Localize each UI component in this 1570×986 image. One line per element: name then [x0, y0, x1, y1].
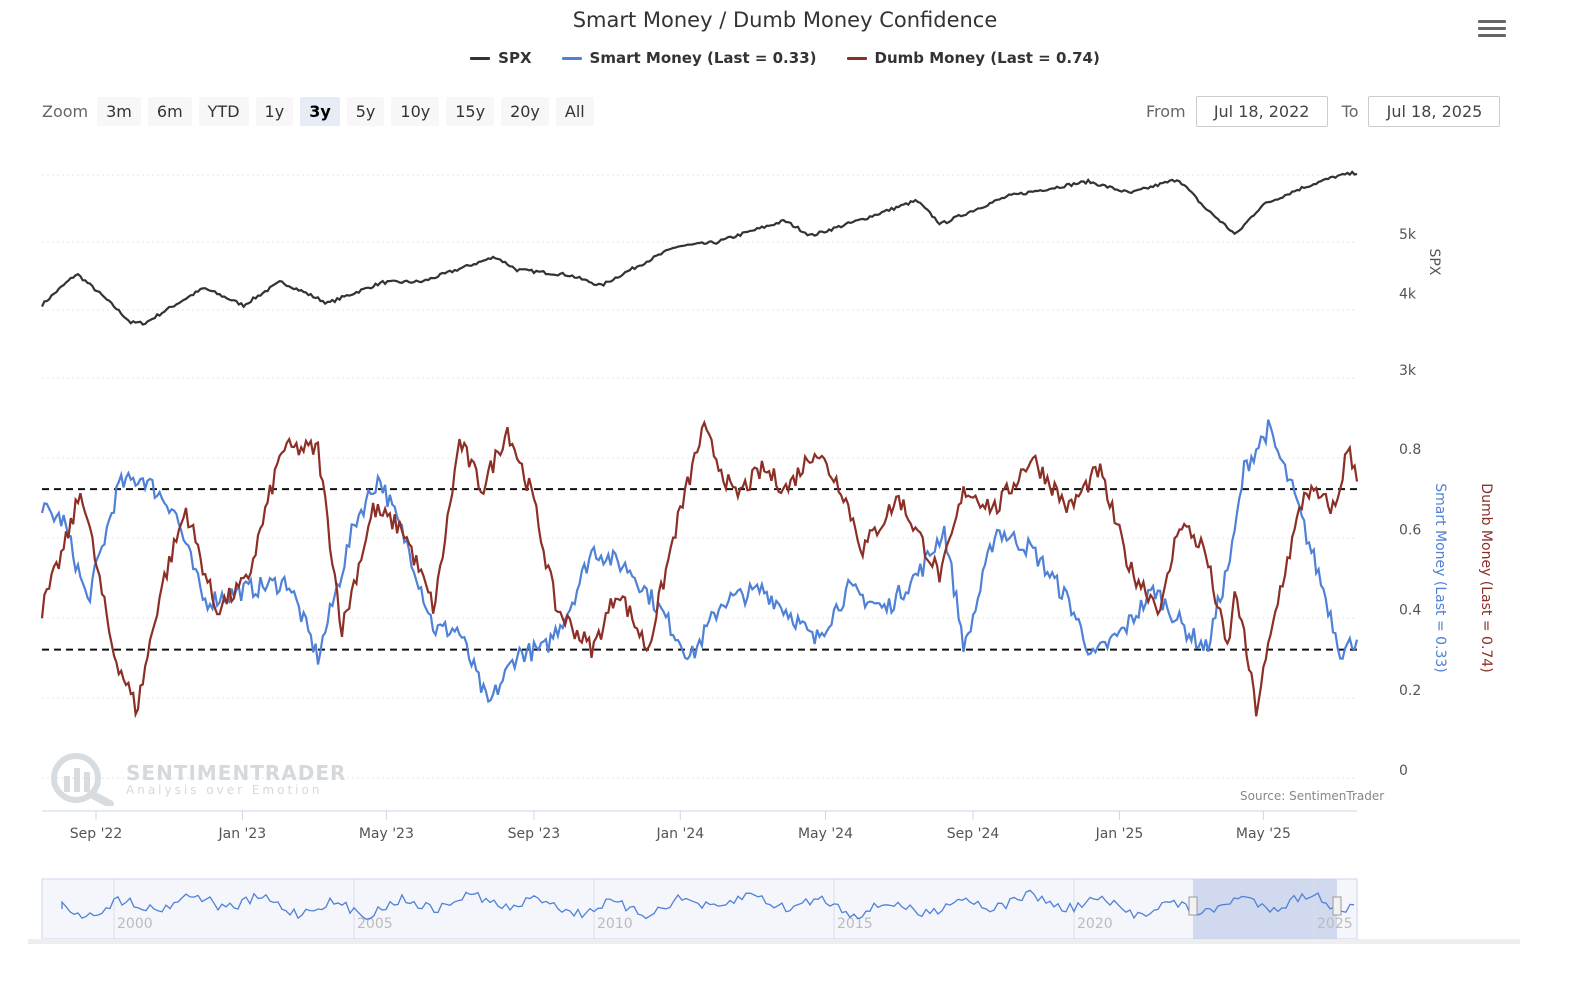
spx-tick-label: 3k: [1399, 363, 1417, 379]
legend-label-dumb-money: Dumb Money (Last = 0.74): [874, 49, 1100, 67]
dumb-money-series-line: [40, 419, 1359, 719]
x-tick-label: Jan '23: [218, 826, 267, 842]
navigator-series-line: [61, 889, 1355, 920]
x-tick-label: Jan '25: [1095, 826, 1144, 842]
dumb-money-axis-title: Dumb Money (Last = 0.74): [1478, 483, 1494, 672]
legend-swatch-smart-money: [561, 56, 582, 60]
navigator-tick-label: 2025: [1317, 916, 1353, 932]
navigator-tick-label: 2005: [357, 916, 393, 932]
zoom-button-10y[interactable]: 10y: [391, 97, 440, 126]
watermark-tagline: Analysis over Emotion: [126, 783, 323, 797]
x-tick-label: May '25: [1236, 826, 1291, 842]
legend-swatch-dumb-money: [846, 56, 867, 60]
right-axis-labels: 3k 4k 5k 0 0.2 0.4 0.6 0.8 SPX Smart Money (Last …: [1399, 227, 1494, 779]
zoom-button-all[interactable]: All: [555, 97, 594, 126]
zoom-button-20y[interactable]: 20y: [501, 97, 549, 126]
navigator-right-handle[interactable]: [1332, 896, 1342, 916]
legend-label-smart-money: Smart Money (Last = 0.33): [589, 49, 817, 67]
hamburger-menu-icon[interactable]: [1478, 16, 1506, 40]
source-credit: Source: SentimenTrader: [1240, 789, 1385, 803]
zoom-button-15y[interactable]: 15y: [446, 97, 495, 126]
legend-item-dumb-money[interactable]: Dumb Money (Last = 0.74): [846, 49, 1100, 67]
zoom-button-5y[interactable]: 5y: [346, 97, 385, 126]
spx-tick-label: 5k: [1399, 227, 1417, 243]
grid-lines: [42, 174, 1357, 779]
to-label: To: [1341, 102, 1359, 121]
navigator-tick-label: 2010: [597, 916, 633, 932]
x-tick-label: Sep '24: [947, 826, 1000, 842]
x-axis: Sep '22 Jan '23 May '23 Sep '23 Jan '24 May '…: [42, 810, 1357, 842]
reference-lines: [42, 488, 1357, 651]
navigator-selection[interactable]: [1193, 879, 1337, 939]
navigator[interactable]: 2000 2005 2010 2015 2020 2025: [28, 878, 1520, 944]
navigator-background: [41, 878, 1358, 940]
zoom-button-6m[interactable]: 6m: [147, 97, 192, 126]
watermark-name: SENTIMENTRADER: [126, 761, 347, 785]
zoom-button-ytd[interactable]: YTD: [198, 97, 249, 126]
spx-axis-title: SPX: [1426, 249, 1442, 276]
legend-item-spx[interactable]: SPX: [470, 49, 532, 67]
smart-money-axis-title: Smart Money (Last = 0.33): [1432, 483, 1448, 673]
zoom-button-1y[interactable]: 1y: [255, 97, 294, 126]
spx-tick-label: 4k: [1399, 286, 1417, 302]
from-label: From: [1146, 102, 1186, 121]
navigator-left-handle[interactable]: [1188, 896, 1198, 916]
navigator-scrollbar[interactable]: [28, 939, 1520, 944]
confidence-tick-label: 0.8: [1399, 442, 1421, 458]
watermark-logo-icon: [51, 753, 114, 806]
chart-title: Smart Money / Dumb Money Confidence: [572, 8, 998, 32]
confidence-tick-label: 0.6: [1399, 522, 1421, 538]
smart-money-series-line: [40, 419, 1359, 704]
navigator-tick-label: 2000: [117, 916, 153, 932]
confidence-tick-label: 0: [1399, 763, 1408, 779]
x-tick-label: Sep '23: [508, 826, 561, 842]
to-date-input[interactable]: [1368, 96, 1501, 127]
zoom-bar: Zoom 3m 6m YTD 1y 3y 5y 10y 15y 20y All: [42, 97, 594, 126]
confidence-tick-label: 0.4: [1399, 603, 1421, 619]
zoom-label: Zoom: [42, 102, 89, 121]
from-date-input[interactable]: [1195, 96, 1328, 127]
legend-item-smart-money[interactable]: Smart Money (Last = 0.33): [561, 49, 817, 67]
zoom-button-3y[interactable]: 3y: [300, 97, 340, 126]
navigator-tick-label: 2015: [837, 916, 873, 932]
watermark: SENTIMENTRADER Analysis over Emotion: [46, 752, 346, 806]
navigator-tick-label: 2020: [1077, 916, 1113, 932]
legend: SPX Smart Money (Last = 0.33) Dumb Money…: [0, 49, 1570, 67]
confidence-tick-label: 0.2: [1399, 683, 1421, 699]
x-tick-label: May '23: [359, 826, 414, 842]
legend-swatch-spx: [470, 56, 491, 60]
zoom-button-3m[interactable]: 3m: [97, 97, 141, 126]
x-tick-label: May '24: [798, 826, 853, 842]
legend-label-spx: SPX: [498, 49, 532, 67]
date-range: From To: [1146, 96, 1501, 127]
spx-series-line: [41, 170, 1358, 326]
x-tick-label: Jan '24: [655, 826, 704, 842]
x-tick-label: Sep '22: [70, 826, 123, 842]
